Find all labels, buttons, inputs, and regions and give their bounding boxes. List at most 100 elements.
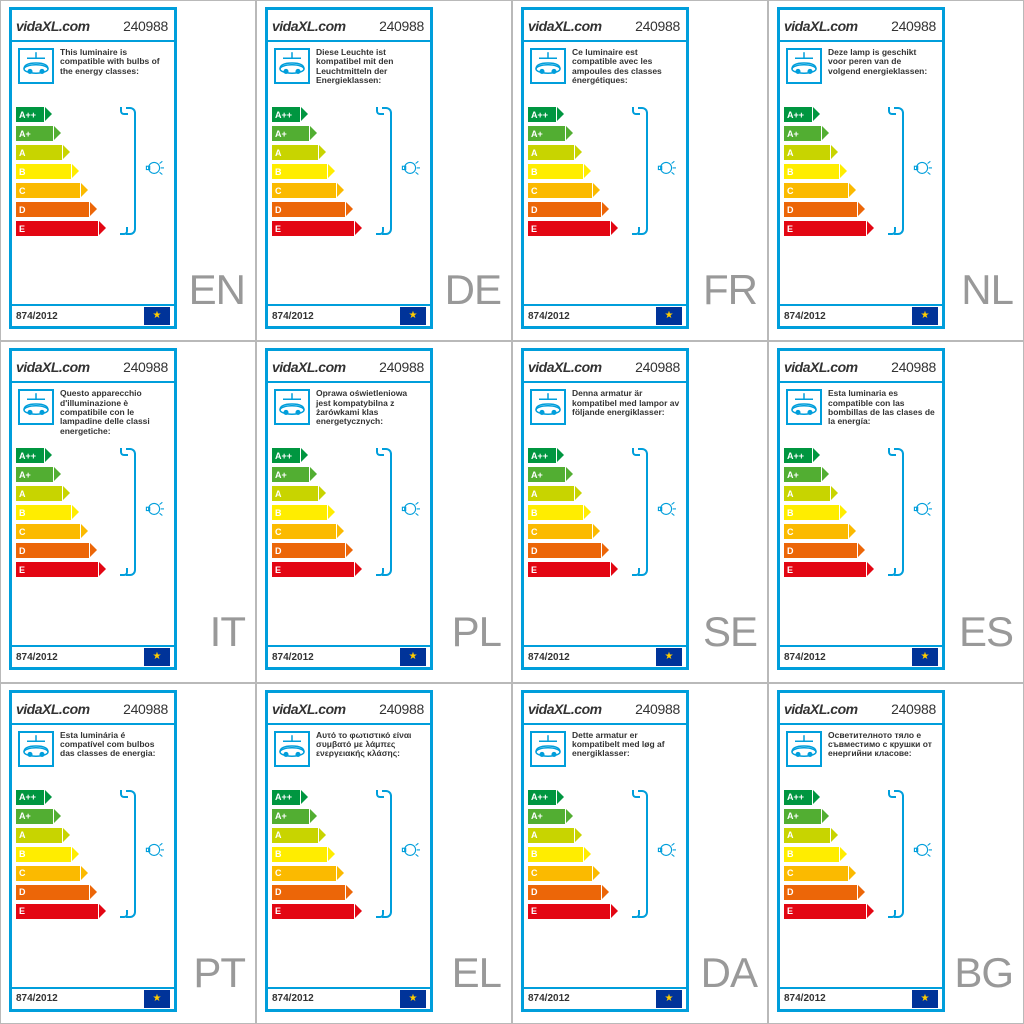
energy-class-label: A++ (19, 110, 36, 120)
energy-class-label: A (787, 830, 794, 840)
energy-bar-E: E .bar[style*='#e30613']::after{border-l… (16, 221, 98, 236)
description-row: Esta luminária é compatível com bulbos d… (12, 725, 174, 783)
bulb-icon (654, 158, 676, 185)
product-number: 240988 (379, 359, 424, 375)
energy-bar-A+: A+ .bar[style*='#52ae32']::after{border-… (16, 126, 53, 141)
regulation-number: 874/2012 (528, 652, 570, 663)
energy-class-label: A+ (275, 129, 287, 139)
energy-bar-A+: A+ .bar[style*='#52ae32']::after{border-… (784, 809, 821, 824)
energy-class-label: E (787, 224, 793, 234)
luminaire-icon (274, 389, 310, 425)
bracket-wrap (382, 447, 420, 577)
bracket-icon (894, 107, 904, 235)
label-header: vidaXL.com 240988 (524, 693, 686, 723)
description-row: Dette armatur er kompatibelt med løg af … (524, 725, 686, 783)
description-row: Questo apparecchio d'illuminazione è com… (12, 383, 174, 441)
label-header: vidaXL.com 240988 (524, 351, 686, 381)
bulb-icon (398, 840, 420, 867)
energy-bar-C: C .bar[style*='#fbba00']::after{border-l… (528, 866, 592, 881)
bracket-icon (382, 790, 392, 918)
bulb-icon (142, 158, 164, 185)
energy-class-label: B (19, 849, 26, 859)
label-header: vidaXL.com 240988 (268, 10, 430, 40)
bracket-icon (638, 448, 648, 576)
energy-bar-A: A .bar[style*='#c8d400']::after{border-l… (16, 486, 62, 501)
energy-class-label: C (531, 527, 538, 537)
language-code: SE (703, 608, 757, 656)
eu-flag-icon: ★ (912, 307, 938, 325)
regulation-number: 874/2012 (528, 993, 570, 1004)
regulation-number: 874/2012 (16, 993, 58, 1004)
energy-class-label: A++ (787, 792, 804, 802)
energy-bar-E: E .bar[style*='#e30613']::after{border-l… (784, 562, 866, 577)
energy-bars: A++ .bar[style*='#009640']::after{border… (524, 783, 686, 920)
label-footer: 874/2012 ★ (12, 304, 174, 326)
bulb-icon (654, 840, 676, 867)
regulation-number: 874/2012 (272, 652, 314, 663)
energy-class-label: D (531, 205, 538, 215)
energy-class-label: A++ (275, 110, 292, 120)
energy-class-label: D (275, 205, 282, 215)
energy-bar-A: A .bar[style*='#c8d400']::after{border-l… (272, 145, 318, 160)
energy-class-label: D (787, 546, 794, 556)
energy-bar-D: D .bar[style*='#ec6608']::after{border-l… (272, 543, 345, 558)
energy-bars: A++ .bar[style*='#009640']::after{border… (12, 441, 174, 578)
bracket-icon (126, 107, 136, 235)
regulation-number: 874/2012 (272, 311, 314, 322)
energy-bar-A+: A+ .bar[style*='#52ae32']::after{border-… (528, 467, 565, 482)
energy-bar-A: A .bar[style*='#c8d400']::after{border-l… (272, 486, 318, 501)
energy-bar-A++: A++ .bar[style*='#009640']::after{border… (272, 107, 300, 122)
energy-bar-D: D .bar[style*='#ec6608']::after{border-l… (528, 543, 601, 558)
luminaire-icon (530, 389, 566, 425)
energy-bar-D: D .bar[style*='#ec6608']::after{border-l… (16, 543, 89, 558)
label-footer: 874/2012 ★ (780, 645, 942, 667)
energy-class-label: A (531, 830, 538, 840)
energy-bar-A++: A++ .bar[style*='#009640']::after{border… (16, 107, 44, 122)
energy-bar-B: B .bar[style*='#ffed00']::after{border-l… (528, 847, 583, 862)
bulb-icon (654, 499, 676, 526)
energy-bar-B: B .bar[style*='#ffed00']::after{border-l… (528, 164, 583, 179)
energy-class-label: D (19, 546, 26, 556)
label-cell: vidaXL.com 240988 Dette armatur er kompa… (512, 683, 768, 1024)
energy-class-label: C (787, 868, 794, 878)
description-row: Esta luminaria es compatible con las bom… (780, 383, 942, 441)
energy-class-label: E (787, 906, 793, 916)
energy-bar-A+: A+ .bar[style*='#52ae32']::after{border-… (784, 126, 821, 141)
label-cell: vidaXL.com 240988 Oprawa oświetleniowa j… (256, 341, 512, 682)
compatibility-text: Ce luminaire est compatible avec les amp… (572, 48, 680, 100)
energy-class-label: A (787, 148, 794, 158)
energy-bar-E: E .bar[style*='#e30613']::after{border-l… (16, 562, 98, 577)
energy-bar-A: A .bar[style*='#c8d400']::after{border-l… (528, 828, 574, 843)
energy-bar-A: A .bar[style*='#c8d400']::after{border-l… (784, 828, 830, 843)
energy-bar-A++: A++ .bar[style*='#009640']::after{border… (16, 790, 44, 805)
energy-class-label: A+ (275, 470, 287, 480)
energy-class-label: E (531, 224, 537, 234)
energy-bar-E: E .bar[style*='#e30613']::after{border-l… (528, 221, 610, 236)
energy-bar-D: D .bar[style*='#ec6608']::after{border-l… (272, 202, 345, 217)
energy-class-label: A+ (531, 470, 543, 480)
eu-flag-icon: ★ (656, 307, 682, 325)
energy-bar-D: D .bar[style*='#ec6608']::after{border-l… (784, 885, 857, 900)
energy-bar-C: C .bar[style*='#fbba00']::after{border-l… (784, 183, 848, 198)
regulation-number: 874/2012 (784, 311, 826, 322)
bracket-icon (638, 790, 648, 918)
bracket-icon (382, 107, 392, 235)
regulation-number: 874/2012 (784, 652, 826, 663)
energy-class-label: D (275, 546, 282, 556)
label-footer: 874/2012 ★ (524, 645, 686, 667)
label-header: vidaXL.com 240988 (12, 351, 174, 381)
eu-flag-icon: ★ (400, 307, 426, 325)
luminaire-icon (274, 48, 310, 84)
energy-class-label: A++ (19, 792, 36, 802)
label-grid: vidaXL.com 240988 This luminaire is comp… (0, 0, 1024, 1024)
energy-class-label: E (19, 224, 25, 234)
label-footer: 874/2012 ★ (12, 645, 174, 667)
energy-bars: A++ .bar[style*='#009640']::after{border… (524, 441, 686, 578)
energy-bar-B: B .bar[style*='#ffed00']::after{border-l… (784, 847, 839, 862)
energy-bar-A+: A+ .bar[style*='#52ae32']::after{border-… (272, 809, 309, 824)
energy-class-label: A++ (275, 451, 292, 461)
energy-bar-A++: A++ .bar[style*='#009640']::after{border… (784, 448, 812, 463)
energy-bar-A: A .bar[style*='#c8d400']::after{border-l… (784, 145, 830, 160)
eu-flag-icon: ★ (912, 648, 938, 666)
energy-bar-E: E .bar[style*='#e30613']::after{border-l… (272, 221, 354, 236)
